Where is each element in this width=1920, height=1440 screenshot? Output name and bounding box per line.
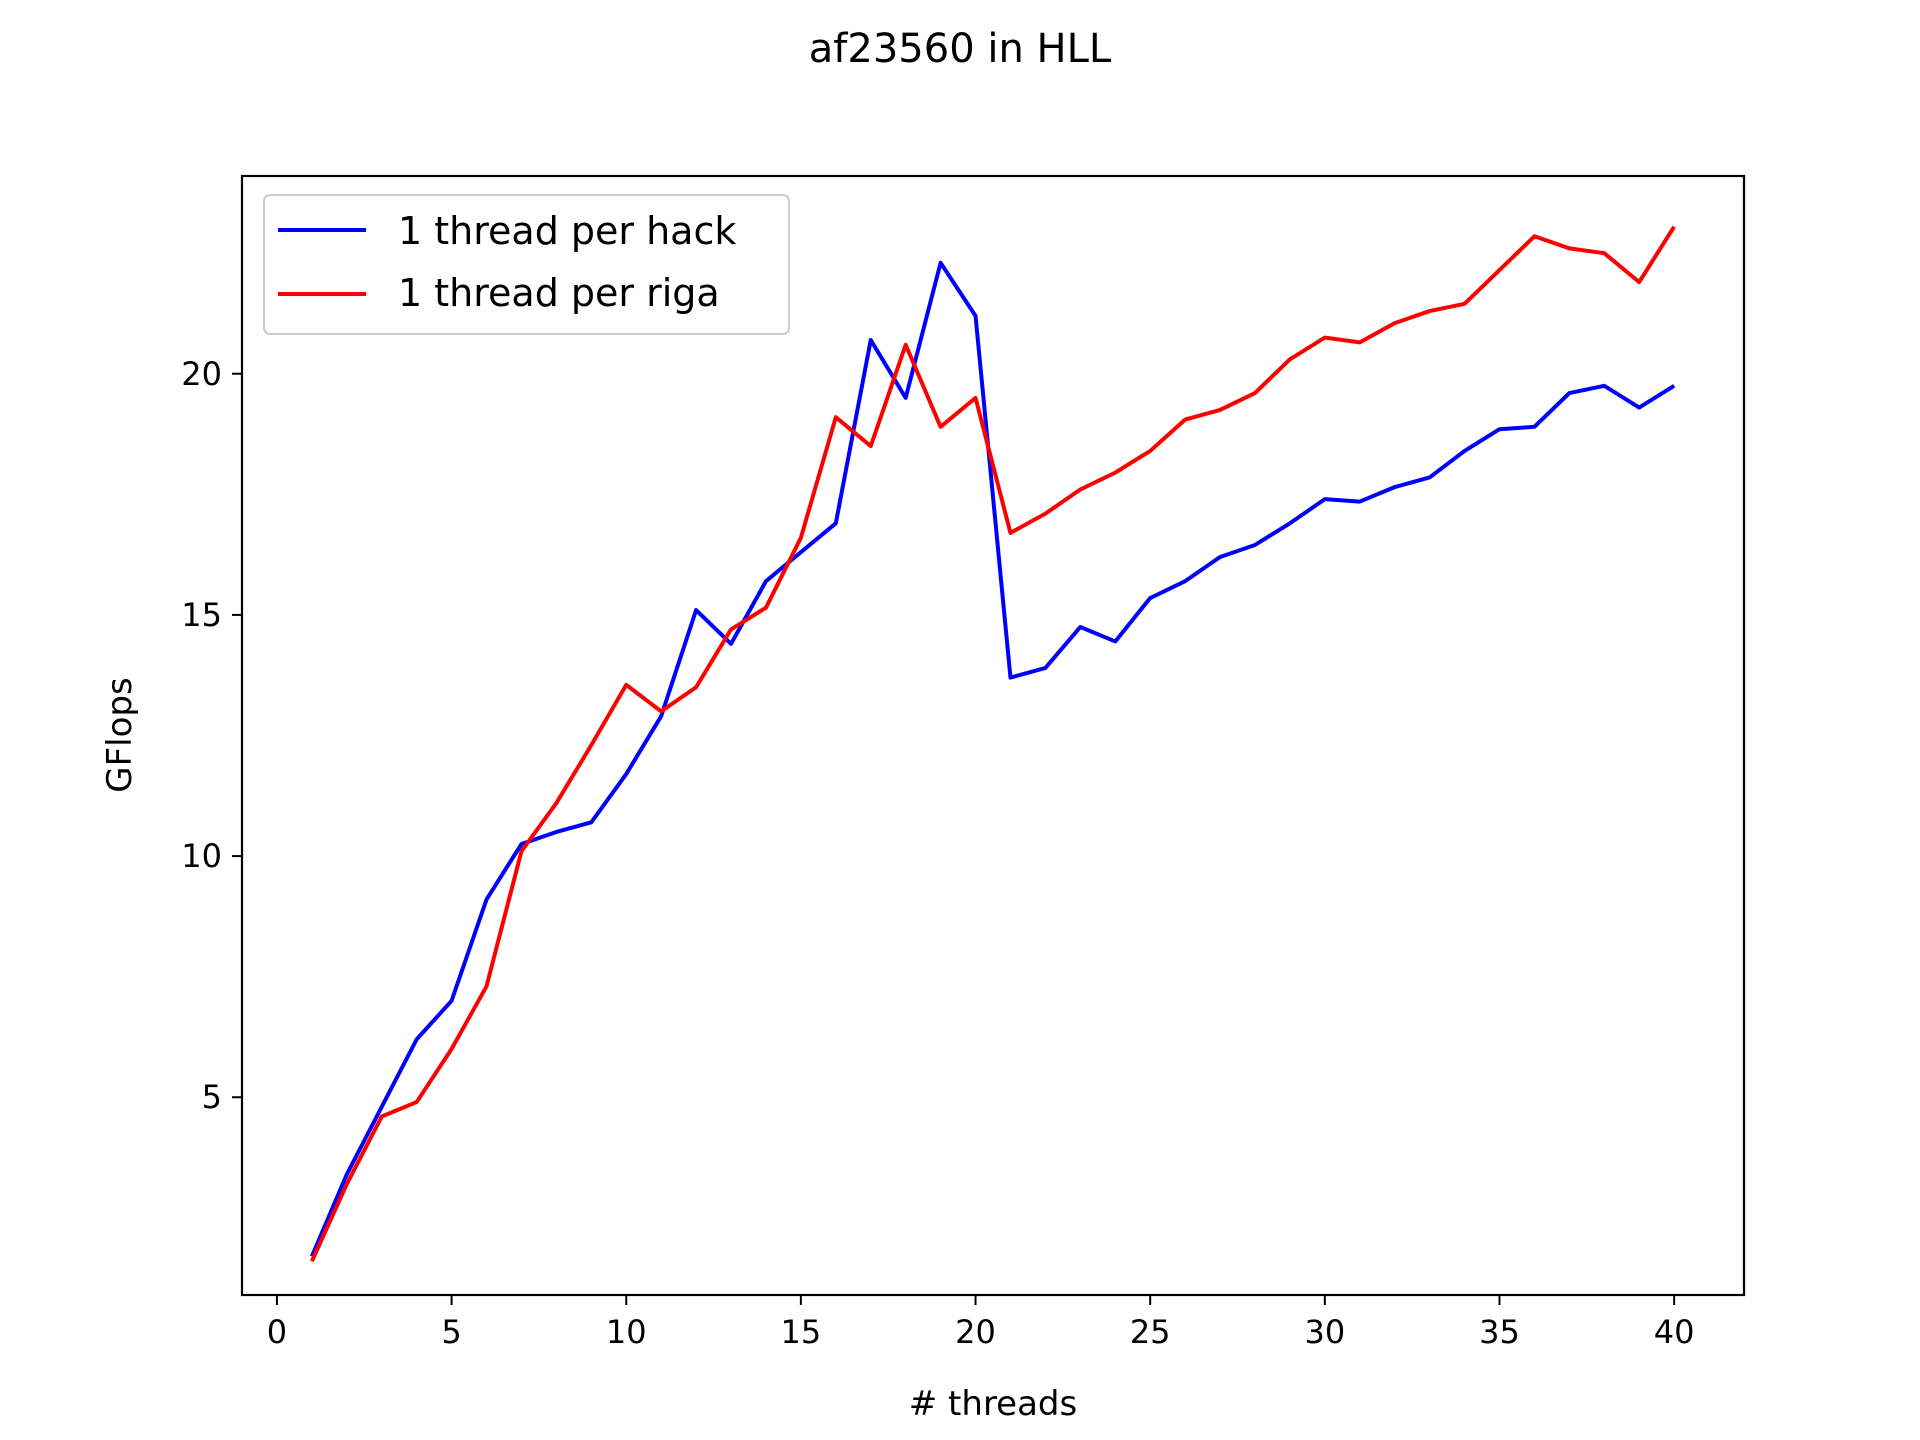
y-tick-label: 20 <box>181 355 222 393</box>
chart-title: af23560 in HLL <box>809 26 1112 72</box>
x-tick-label: 25 <box>1130 1313 1171 1351</box>
y-axis-label: GFlops <box>100 677 140 792</box>
plot-lines <box>310 225 1676 1263</box>
x-tick-label: 5 <box>441 1313 461 1351</box>
x-tick-label: 0 <box>267 1313 287 1351</box>
series-line-1 <box>310 225 1676 1263</box>
y-tick-label: 10 <box>181 837 222 875</box>
legend-box <box>263 194 790 335</box>
x-tick-label: 35 <box>1479 1313 1520 1351</box>
series-line-0 <box>310 260 1676 1258</box>
legend-label-riga: 1 thread per riga <box>398 271 720 315</box>
x-tick-label: 30 <box>1304 1313 1345 1351</box>
y-axis-ticks: 5 10 15 20 <box>181 355 242 1116</box>
x-axis-label: # threads <box>909 1384 1077 1424</box>
legend: 1 thread per hack 1 thread per riga <box>263 194 790 335</box>
plot-frame <box>240 174 1746 1297</box>
y-tick-label: 15 <box>181 596 222 634</box>
x-tick-label: 15 <box>781 1313 822 1351</box>
legend-label-hack: 1 thread per hack <box>398 209 736 253</box>
x-tick-label: 40 <box>1654 1313 1695 1351</box>
y-tick-label: 5 <box>202 1078 222 1116</box>
x-tick-label: 20 <box>955 1313 996 1351</box>
x-axis-ticks: 0 5 10 15 20 25 30 35 40 <box>267 1295 1695 1351</box>
x-tick-label: 10 <box>606 1313 647 1351</box>
